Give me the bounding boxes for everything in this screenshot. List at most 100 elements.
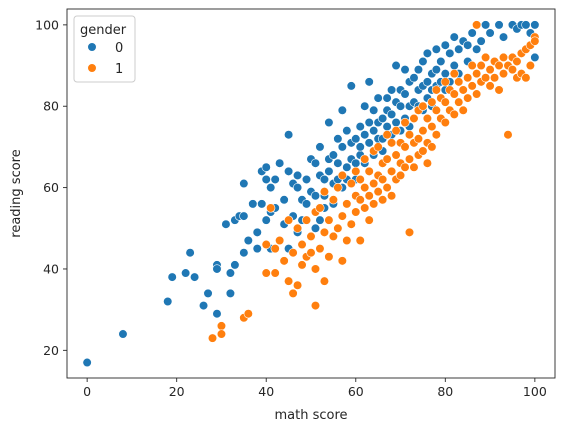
plot-frame	[66, 8, 556, 379]
legend: gender 0 1	[73, 15, 136, 83]
data-point-series-1	[467, 81, 477, 91]
data-point-series-1	[427, 97, 437, 107]
data-point-series-1	[364, 166, 374, 176]
data-point-series-1	[481, 73, 491, 83]
data-point-series-0	[360, 101, 370, 111]
data-point-series-1	[382, 183, 392, 193]
data-point-series-1	[472, 89, 482, 99]
data-point-series-1	[449, 109, 459, 119]
data-point-series-0	[315, 142, 325, 152]
legend-label-series-1: 1	[115, 62, 123, 77]
data-point-series-1	[413, 134, 424, 144]
x-tick-label: 80	[437, 384, 453, 399]
data-point-series-1	[324, 252, 334, 262]
data-point-series-0	[467, 28, 477, 38]
data-point-series-1	[364, 191, 374, 201]
y-tick-label: 100	[35, 17, 59, 32]
data-point-series-0	[252, 244, 262, 254]
data-point-series-1	[342, 199, 352, 209]
data-point-series-1	[315, 203, 325, 213]
data-point-series-1	[364, 215, 374, 225]
data-point-series-1	[319, 227, 330, 237]
data-point-series-1	[342, 235, 352, 246]
data-point-series-1	[454, 77, 464, 87]
data-point-series-1	[400, 162, 410, 172]
data-point-series-1	[530, 36, 540, 46]
data-point-series-0	[481, 20, 491, 30]
data-point-series-1	[279, 256, 289, 266]
data-point-series-1	[404, 227, 415, 237]
data-point-series-1	[337, 256, 347, 266]
data-point-series-1	[301, 215, 312, 225]
data-point-series-0	[342, 126, 352, 136]
data-point-series-1	[409, 113, 419, 124]
data-point-series-1	[333, 223, 343, 233]
data-point-series-0	[369, 126, 379, 136]
data-point-series-0	[355, 121, 365, 132]
data-point-series-1	[306, 231, 316, 242]
data-point-series-1	[270, 268, 280, 278]
data-point-series-1	[409, 162, 419, 172]
data-point-series-0	[261, 215, 271, 225]
y-tick-label: 20	[43, 343, 59, 358]
data-point-series-0	[364, 138, 374, 148]
data-point-series-1	[369, 199, 379, 209]
data-point-series-1	[418, 101, 428, 111]
data-point-series-1	[476, 60, 486, 71]
data-point-series-1	[382, 130, 392, 140]
data-point-series-0	[413, 65, 424, 75]
data-point-series-1	[373, 187, 383, 197]
data-point-series-1	[391, 126, 401, 136]
data-point-series-1	[422, 113, 433, 124]
legend-title: gender	[80, 23, 127, 38]
y-axis-label: reading score	[9, 149, 24, 237]
data-point-series-1	[498, 69, 509, 79]
data-point-series-0	[319, 174, 330, 185]
data-point-series-1	[395, 170, 406, 180]
data-point-series-1	[382, 154, 392, 164]
data-point-series-0	[239, 178, 249, 189]
data-point-series-1	[431, 130, 441, 140]
data-point-series-1	[449, 69, 459, 79]
data-point-series-0	[292, 183, 303, 193]
data-point-series-0	[422, 48, 433, 58]
data-point-series-0	[373, 93, 383, 103]
data-point-series-0	[436, 56, 446, 67]
data-point-series-0	[494, 20, 504, 30]
data-point-series-1	[310, 300, 321, 311]
x-tick-label: 0	[83, 384, 91, 399]
data-point-series-0	[418, 56, 428, 67]
data-point-series-1	[373, 142, 383, 152]
data-point-series-1	[355, 174, 365, 185]
data-point-series-1	[498, 52, 509, 63]
data-point-series-0	[409, 73, 419, 83]
data-point-series-1	[319, 276, 330, 286]
data-point-series-0	[355, 142, 365, 152]
data-point-series-1	[467, 60, 477, 71]
data-point-series-1	[337, 211, 347, 221]
data-point-series-0	[400, 89, 410, 99]
data-point-series-0	[378, 113, 388, 124]
data-point-series-1	[512, 56, 522, 67]
data-point-series-0	[225, 288, 236, 298]
data-point-series-0	[530, 52, 540, 63]
data-point-series-1	[328, 195, 338, 205]
data-point-series-1	[207, 333, 218, 343]
data-point-series-1	[481, 52, 491, 63]
data-point-series-0	[212, 264, 222, 274]
data-point-series-0	[252, 227, 262, 237]
data-point-series-1	[440, 77, 450, 87]
data-point-series-1	[521, 73, 531, 83]
legend-marker-series-1	[87, 63, 97, 73]
data-point-series-0	[301, 174, 312, 185]
data-point-series-1	[431, 105, 441, 115]
data-point-series-0	[449, 60, 459, 71]
data-point-series-0	[310, 191, 321, 201]
data-point-series-1	[427, 142, 437, 152]
data-point-series-1	[427, 121, 437, 132]
data-point-series-0	[391, 60, 401, 71]
data-point-series-0	[346, 81, 356, 91]
data-point-series-1	[328, 231, 338, 242]
data-point-series-1	[306, 248, 316, 258]
